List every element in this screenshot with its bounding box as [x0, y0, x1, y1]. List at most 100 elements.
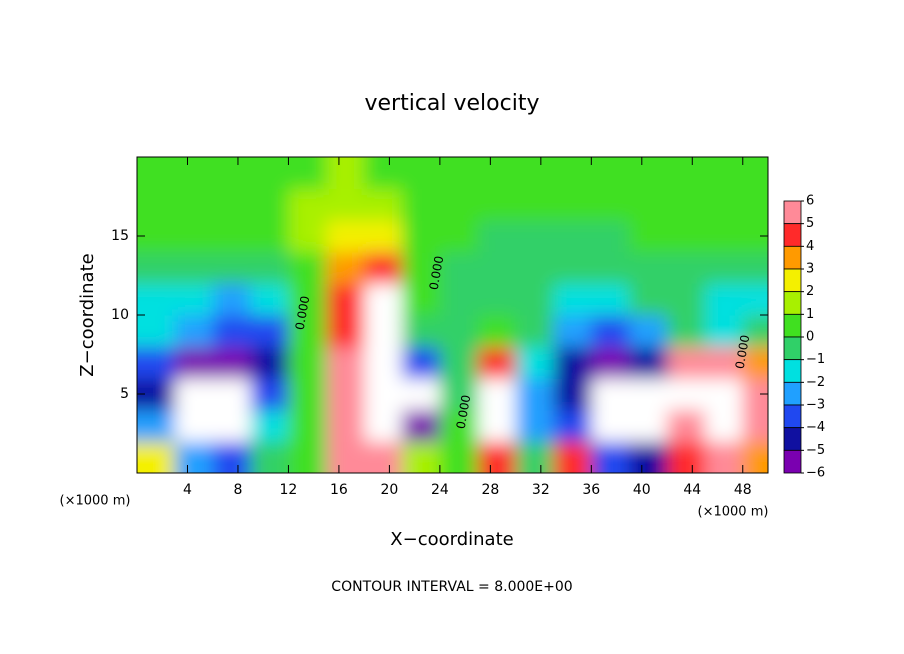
field-cell [667, 220, 706, 253]
field-cell [250, 409, 289, 442]
field-cell [477, 315, 517, 348]
field-cell [288, 157, 327, 190]
colorbar-label: −4 [806, 420, 825, 435]
field-cell [402, 378, 441, 411]
colorbar-label: −5 [806, 443, 825, 458]
colorbar-label: 6 [806, 194, 814, 209]
field-cell [174, 441, 214, 473]
field-cell [288, 441, 327, 473]
field-cell [591, 188, 630, 221]
field-cell [629, 346, 668, 379]
y-tick-label: 5 [120, 386, 129, 402]
field-cell [477, 251, 517, 284]
field-cell [212, 188, 252, 221]
field-cell [629, 157, 668, 190]
field-cell [439, 315, 479, 348]
contour-label: 0.000 [427, 255, 447, 291]
field-cell [515, 251, 554, 284]
colorbar-swatch [783, 381, 802, 406]
field-cell [553, 251, 592, 284]
field-cell [174, 251, 214, 284]
field-cell [250, 283, 289, 316]
x-tick-label: 36 [582, 482, 600, 498]
field-cell [704, 188, 744, 221]
field-cell [402, 283, 441, 316]
field-cell [667, 378, 706, 411]
field-cell [137, 409, 176, 442]
field-cell [250, 378, 289, 411]
colorbar-swatch [783, 245, 802, 270]
field-cell [591, 409, 630, 442]
field-cell [477, 157, 517, 190]
field-cell [212, 409, 252, 442]
field-cell [364, 315, 403, 348]
field-cell [137, 251, 176, 284]
field-cell [515, 409, 554, 442]
field-cell [742, 283, 768, 316]
field-cell [326, 188, 365, 221]
field-cell [364, 157, 403, 190]
field-cell [742, 157, 768, 190]
colorbar-swatch [783, 449, 802, 474]
x-tick-label: 40 [633, 482, 651, 498]
field-cell [326, 409, 365, 442]
field-cell [629, 188, 668, 221]
field-cell [515, 346, 554, 379]
x-tick-label: 32 [532, 482, 550, 498]
field-cell [364, 409, 403, 442]
field-cell [174, 378, 214, 411]
field-cell [477, 188, 517, 221]
field-cell [742, 188, 768, 221]
field-cell [629, 441, 668, 473]
field-cell [402, 220, 441, 253]
field-cell [250, 346, 289, 379]
colorbar-label: −2 [806, 375, 825, 390]
field-cell [326, 220, 365, 253]
field-cell [402, 188, 441, 221]
x-tick-label: 24 [431, 482, 449, 498]
field-cell [591, 220, 630, 253]
field-cell [591, 315, 630, 348]
field-cell [667, 346, 706, 379]
field [137, 157, 768, 473]
field-cell [250, 441, 289, 473]
colorbar-label: −3 [806, 398, 825, 413]
field-cell [553, 315, 592, 348]
field-cell [137, 188, 176, 221]
colorbar-swatch [783, 427, 802, 451]
field-cell [553, 220, 592, 253]
contour-label: 0.000 [733, 334, 753, 370]
colorbar-label: 5 [806, 216, 814, 231]
field-cell [629, 251, 668, 284]
field-cell [553, 346, 592, 379]
field-cell [515, 283, 554, 316]
field-cell [439, 346, 479, 379]
field-cell [591, 251, 630, 284]
field-cell [326, 315, 365, 348]
field-cell [704, 378, 744, 411]
field-cell [212, 315, 252, 348]
field-cell [477, 441, 517, 473]
x-tick-label: 20 [380, 482, 398, 498]
x-tick-label: 48 [734, 482, 752, 498]
colorbar-swatch [783, 336, 802, 361]
field-cell [629, 220, 668, 253]
field-cell [288, 409, 327, 442]
field-cell [137, 441, 176, 473]
colorbar-label: 0 [806, 330, 814, 345]
field-cell [212, 220, 252, 253]
field-cell [704, 157, 744, 190]
field-cell [553, 409, 592, 442]
field-cell [629, 315, 668, 348]
field-cell [667, 188, 706, 221]
field-cell [515, 315, 554, 348]
field-cell [439, 283, 479, 316]
field-cell [288, 378, 327, 411]
field-cell [326, 251, 365, 284]
field-cell [402, 409, 441, 442]
field-cell [402, 251, 441, 284]
colorbar-label: 2 [806, 284, 814, 299]
field-cell [439, 220, 479, 253]
